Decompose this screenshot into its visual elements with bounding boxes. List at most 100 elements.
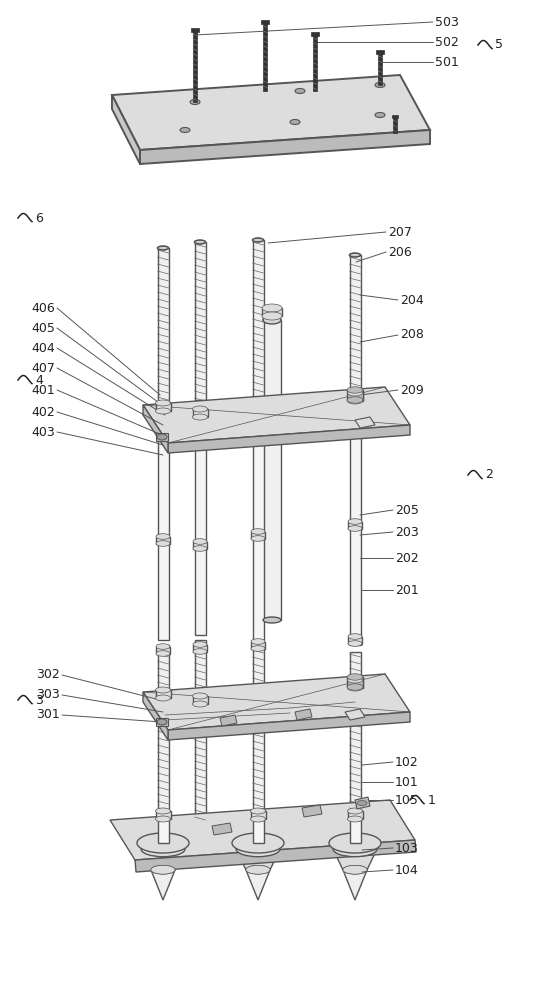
Polygon shape xyxy=(193,542,207,548)
Ellipse shape xyxy=(232,833,284,853)
Text: 502: 502 xyxy=(435,35,459,48)
Text: 209: 209 xyxy=(400,383,424,396)
Ellipse shape xyxy=(347,398,362,404)
Polygon shape xyxy=(151,870,175,900)
Text: 501: 501 xyxy=(435,55,459,68)
Ellipse shape xyxy=(157,434,167,440)
Ellipse shape xyxy=(193,546,207,551)
Polygon shape xyxy=(348,522,362,528)
Ellipse shape xyxy=(192,693,208,699)
Ellipse shape xyxy=(156,644,170,649)
Polygon shape xyxy=(253,820,264,843)
Ellipse shape xyxy=(250,808,265,814)
Text: 207: 207 xyxy=(388,226,412,238)
Ellipse shape xyxy=(236,841,280,857)
Polygon shape xyxy=(261,20,269,24)
Ellipse shape xyxy=(290,119,300,124)
Ellipse shape xyxy=(347,684,363,690)
Text: 403: 403 xyxy=(31,426,55,438)
Polygon shape xyxy=(193,32,197,102)
Polygon shape xyxy=(355,417,375,428)
Ellipse shape xyxy=(192,414,208,420)
Polygon shape xyxy=(143,692,168,740)
Polygon shape xyxy=(191,28,198,32)
Polygon shape xyxy=(263,24,267,91)
Polygon shape xyxy=(350,820,361,843)
Text: 201: 201 xyxy=(395,584,419,596)
Ellipse shape xyxy=(347,816,362,822)
Polygon shape xyxy=(220,715,237,726)
Ellipse shape xyxy=(347,674,363,680)
Polygon shape xyxy=(195,640,206,820)
Text: 406: 406 xyxy=(31,302,55,314)
Polygon shape xyxy=(236,849,280,870)
Polygon shape xyxy=(110,800,415,860)
Polygon shape xyxy=(348,637,362,644)
Ellipse shape xyxy=(156,651,170,656)
Polygon shape xyxy=(156,403,170,411)
Text: 208: 208 xyxy=(400,328,424,342)
Text: 2: 2 xyxy=(485,468,493,482)
Ellipse shape xyxy=(157,719,167,725)
Ellipse shape xyxy=(156,695,170,701)
Ellipse shape xyxy=(193,649,207,654)
Polygon shape xyxy=(350,652,361,820)
Ellipse shape xyxy=(348,641,362,646)
Ellipse shape xyxy=(251,639,265,644)
Polygon shape xyxy=(343,870,367,900)
Polygon shape xyxy=(168,425,410,453)
Ellipse shape xyxy=(251,536,265,541)
Text: 405: 405 xyxy=(31,322,55,334)
Polygon shape xyxy=(392,115,398,118)
Polygon shape xyxy=(347,390,363,400)
Ellipse shape xyxy=(348,519,362,524)
Text: 204: 204 xyxy=(400,294,424,306)
Text: 402: 402 xyxy=(31,406,55,418)
Ellipse shape xyxy=(347,677,362,683)
Ellipse shape xyxy=(263,316,281,324)
Text: 101: 101 xyxy=(395,776,419,788)
Polygon shape xyxy=(143,674,410,730)
Text: 103: 103 xyxy=(395,842,419,854)
Ellipse shape xyxy=(193,539,207,544)
Polygon shape xyxy=(157,415,168,640)
Polygon shape xyxy=(311,32,318,36)
Ellipse shape xyxy=(329,833,381,853)
Ellipse shape xyxy=(375,112,385,117)
Text: 404: 404 xyxy=(31,342,55,355)
Text: 102: 102 xyxy=(395,756,419,768)
Polygon shape xyxy=(253,420,264,640)
Ellipse shape xyxy=(157,246,168,250)
Polygon shape xyxy=(143,405,168,453)
Text: 105: 105 xyxy=(395,794,419,806)
Polygon shape xyxy=(156,433,168,441)
Polygon shape xyxy=(313,36,317,91)
Polygon shape xyxy=(143,387,410,443)
Ellipse shape xyxy=(333,841,377,857)
Polygon shape xyxy=(135,840,416,872)
Ellipse shape xyxy=(192,701,208,707)
Polygon shape xyxy=(376,50,384,54)
Polygon shape xyxy=(157,645,168,820)
Ellipse shape xyxy=(156,816,170,822)
Text: 205: 205 xyxy=(395,504,419,516)
Ellipse shape xyxy=(262,312,282,320)
Ellipse shape xyxy=(195,240,206,244)
Polygon shape xyxy=(112,95,140,164)
Ellipse shape xyxy=(193,642,207,647)
Ellipse shape xyxy=(246,865,270,874)
Polygon shape xyxy=(302,805,322,817)
Ellipse shape xyxy=(253,238,264,242)
Polygon shape xyxy=(157,820,168,843)
Ellipse shape xyxy=(347,387,363,393)
Polygon shape xyxy=(350,428,361,645)
Ellipse shape xyxy=(251,646,265,651)
Text: 302: 302 xyxy=(36,668,60,682)
Ellipse shape xyxy=(262,304,282,312)
Ellipse shape xyxy=(156,808,170,814)
Polygon shape xyxy=(251,532,265,538)
Polygon shape xyxy=(262,308,282,316)
Ellipse shape xyxy=(156,541,170,546)
Ellipse shape xyxy=(156,534,170,539)
Ellipse shape xyxy=(350,253,361,257)
